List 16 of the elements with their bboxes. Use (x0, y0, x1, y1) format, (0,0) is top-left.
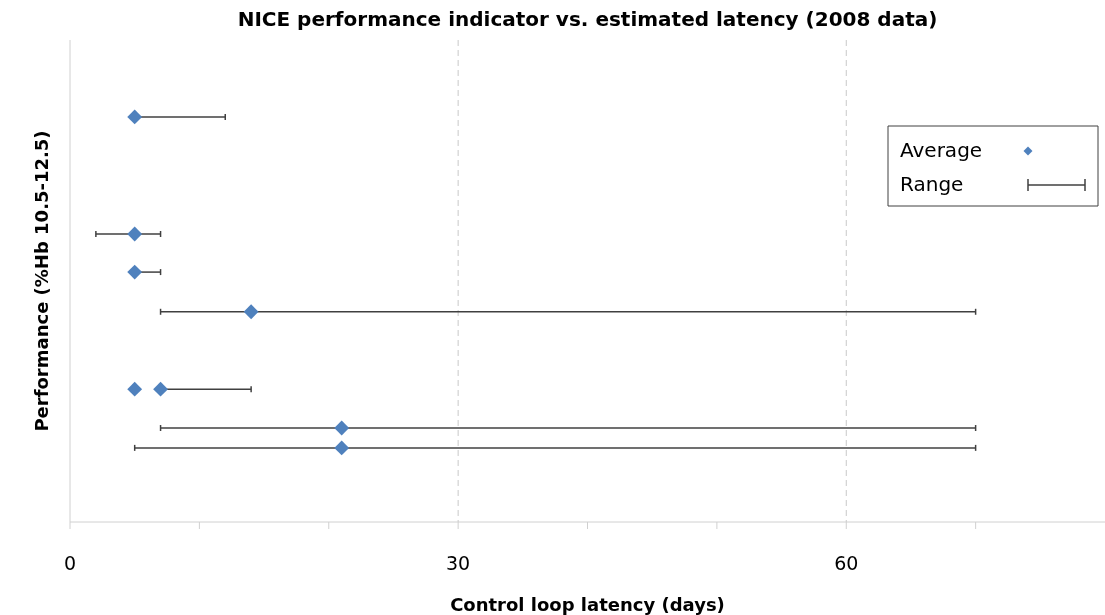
point (127, 226, 143, 242)
point (243, 304, 259, 320)
point (334, 420, 350, 436)
x-tick-label: 60 (834, 552, 859, 574)
point (334, 440, 350, 456)
point (127, 109, 143, 125)
chart-title: NICE performance indicator vs. estimated latency (2008 data) (237, 7, 938, 31)
x-axis-title: Control loop latency (days) (450, 594, 725, 615)
y-axis-title: Performance (%Hb 10.5-12.5) (31, 130, 52, 432)
point (127, 381, 143, 397)
x-tick-label: 0 (63, 552, 77, 574)
annotation: Range (900, 172, 964, 196)
point (127, 264, 143, 280)
legend-label: Average (900, 138, 983, 162)
x-tick-label: 30 (446, 552, 471, 574)
point (153, 381, 168, 397)
